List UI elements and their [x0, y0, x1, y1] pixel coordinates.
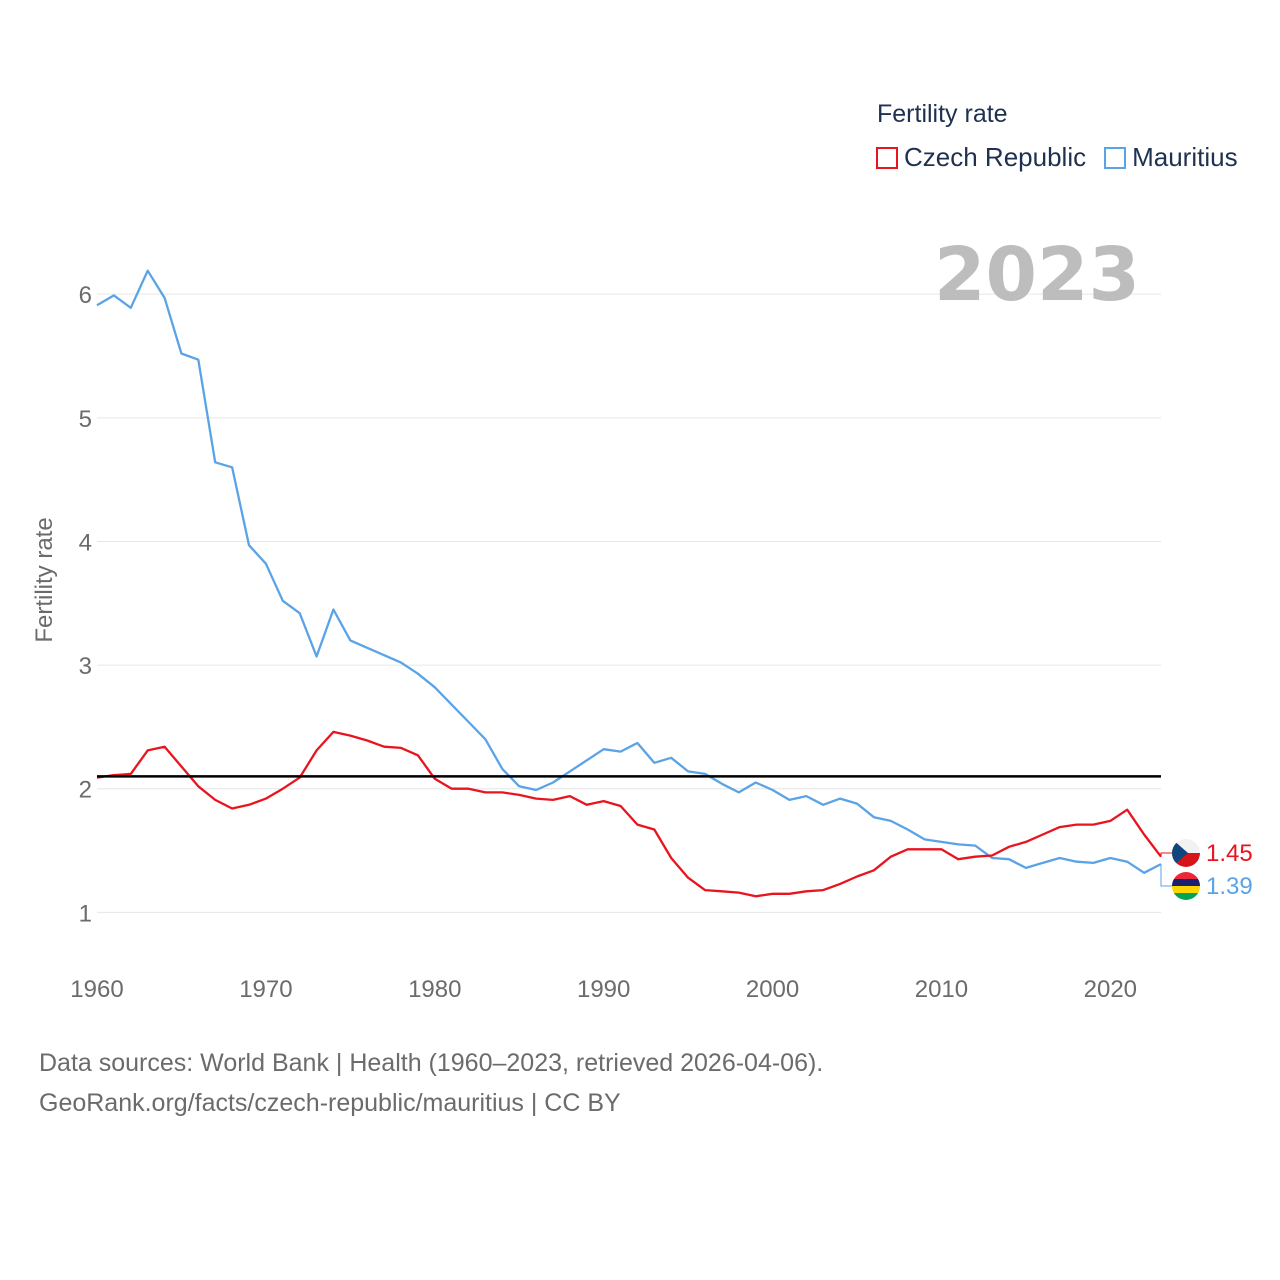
legend-label-czech-republic: Czech Republic	[904, 142, 1087, 172]
mauritius-leader-line	[1160, 864, 1172, 887]
x-tick-label: 2020	[1084, 976, 1137, 1003]
legend-swatch-czech-republic	[876, 146, 898, 169]
x-tick-label: 1960	[70, 976, 123, 1003]
footer-link[interactable]: GeoRank.org/facts/czech-republic/mauriti…	[39, 1089, 621, 1117]
y-tick-label: 4	[79, 529, 92, 556]
legend-swatch-mauritius	[1104, 146, 1127, 169]
series-line-czech-republic	[96, 730, 1162, 898]
x-tick-label: 1970	[239, 976, 292, 1003]
legend-title: Fertility rate	[877, 100, 1008, 128]
legend: Czech Republic Mauritius	[876, 142, 1256, 173]
footer: Data sources: World Bank | Health (1960–…	[39, 1043, 823, 1123]
series-line-mauritius	[96, 269, 1162, 874]
y-tick-label: 5	[79, 406, 92, 433]
y-tick-label: 1	[79, 900, 92, 927]
y-axis-title: Fertility rate	[31, 517, 58, 642]
x-tick-label: 2000	[746, 976, 799, 1003]
mauritius-end-value-label: 1.39	[1206, 873, 1253, 900]
legend-item-mauritius[interactable]: Mauritius	[1104, 142, 1238, 173]
czech-leader-line	[1160, 852, 1172, 857]
x-tick-label: 1990	[577, 976, 630, 1003]
x-tick-label: 2010	[915, 976, 968, 1003]
y-tick-label: 3	[79, 653, 92, 680]
mauritius-flag-icon	[1172, 872, 1200, 900]
x-tick-label: 1980	[408, 976, 461, 1003]
footer-source: Data sources: World Bank | Health (1960–…	[39, 1049, 824, 1077]
legend-item-czech-republic[interactable]: Czech Republic	[876, 142, 1086, 173]
czech-end-value-label: 1.45	[1206, 840, 1253, 867]
fertility-rate-chart: 1 2 3 4 5 6 1960 1970 1980 1990 2000 2010 2020 Fertil…	[31, 232, 1253, 1003]
year-label: 2023	[934, 232, 1140, 318]
y-tick-label: 2	[79, 777, 92, 804]
y-tick-label: 6	[79, 282, 92, 309]
legend-label-mauritius: Mauritius	[1132, 142, 1238, 172]
czech-flag-icon	[1172, 839, 1200, 867]
